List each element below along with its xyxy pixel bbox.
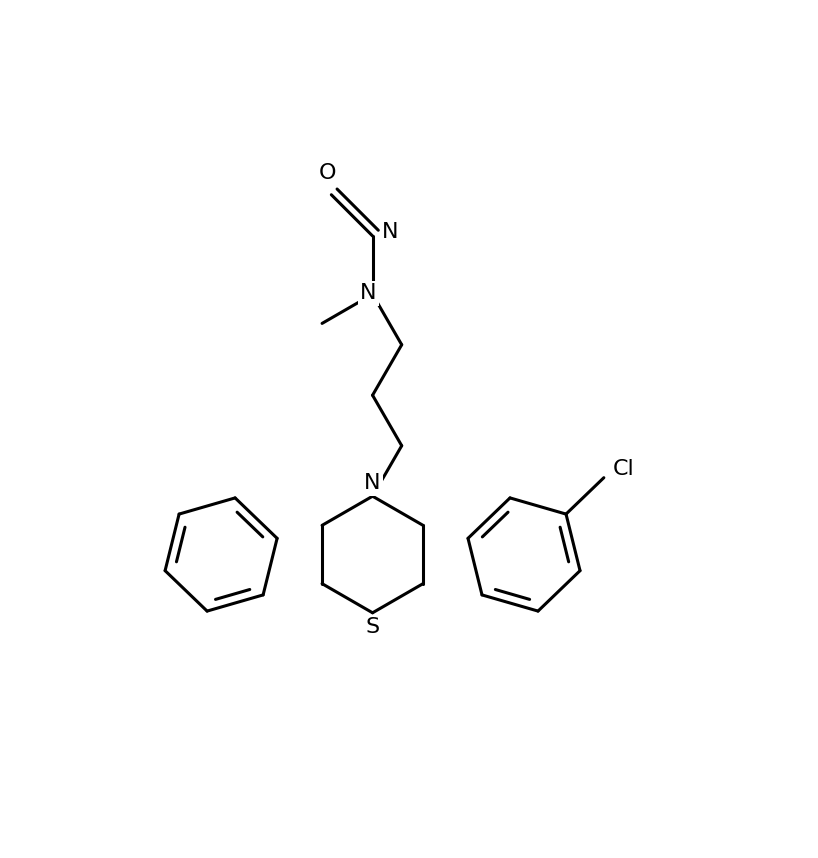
Text: Cl: Cl (613, 459, 634, 480)
Text: N: N (360, 283, 377, 304)
Text: N: N (382, 222, 399, 242)
Text: S: S (366, 618, 380, 637)
Text: O: O (318, 163, 336, 183)
Text: N: N (364, 474, 381, 493)
